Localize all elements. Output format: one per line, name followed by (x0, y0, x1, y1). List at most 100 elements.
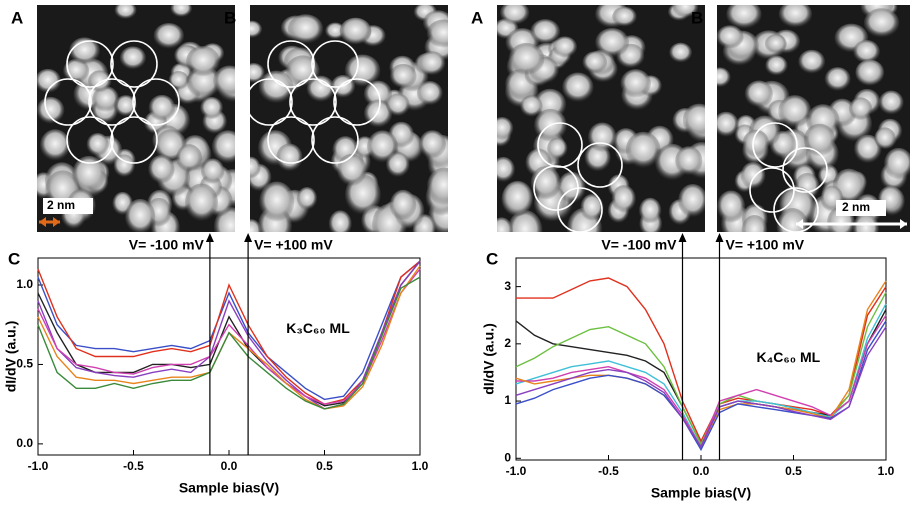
stm-feature (883, 147, 910, 180)
stm-feature (638, 197, 662, 224)
stm-feature (259, 181, 295, 222)
stm-feature (530, 19, 561, 45)
stm-feature (386, 93, 410, 117)
x-tick-label: -0.5 (598, 464, 619, 478)
stm-feature (562, 72, 594, 103)
stm-feature (520, 95, 543, 118)
stm-feature (113, 154, 135, 178)
stm-image (497, 5, 705, 232)
stm-feature (878, 90, 904, 115)
stm-feature (717, 67, 731, 88)
marker-arrowhead (244, 233, 253, 242)
x-tick-label: 0.0 (221, 459, 238, 473)
y-axis-label: dI/dV (a.u.) (3, 321, 19, 393)
stm-feature (765, 55, 788, 76)
site-circle (88, 78, 136, 126)
stm-feature (778, 95, 812, 128)
stm-feature (418, 130, 446, 159)
stm-content (37, 5, 235, 232)
x-tick-label: -1.0 (506, 464, 527, 478)
site-circle (66, 116, 114, 164)
stm-feature (418, 51, 446, 76)
marker-label: V= +100 mV (726, 237, 805, 253)
stm-feature (552, 36, 578, 58)
stm-feature (497, 117, 514, 141)
marker-arrowhead (715, 233, 724, 242)
spectrum-line (515, 280, 887, 449)
image-label: B (691, 8, 703, 27)
site-circle (44, 78, 92, 126)
stm-feature (672, 5, 699, 18)
stm-feature (200, 96, 223, 120)
site-circle (267, 40, 315, 88)
site-circle (110, 40, 158, 88)
spectrum-line (37, 276, 421, 410)
stm-feature (717, 25, 744, 49)
y-tick-label: 1.0 (16, 277, 33, 291)
stm-feature (276, 143, 303, 172)
stm-feature (148, 94, 176, 122)
stm-feature (250, 62, 265, 84)
spectrum-line (515, 320, 887, 452)
marker-arrowhead (205, 233, 214, 242)
stm-feature (625, 131, 661, 169)
stm-feature (717, 111, 739, 138)
stm-feature (250, 156, 261, 179)
panel-label: C (8, 249, 20, 268)
y-tick-label: 0.5 (16, 357, 33, 371)
spectrum-line (37, 268, 421, 405)
stm-feature (499, 5, 530, 26)
site-circle (577, 142, 623, 188)
scale-arrow (39, 217, 60, 227)
stm-feature (497, 217, 513, 232)
stm-feature (367, 130, 398, 163)
stm-feature (153, 22, 185, 50)
stm-feature (502, 180, 534, 217)
stm-feature (726, 5, 762, 30)
stm-feature (426, 19, 448, 48)
y-axis-label: dI/dV (a.u.) (481, 323, 497, 395)
stm-feature (389, 63, 417, 89)
site-circle (333, 78, 381, 126)
spectrum-line (515, 303, 887, 449)
stm-feature (852, 213, 879, 232)
stm-feature (92, 86, 120, 113)
site-circle (557, 187, 603, 233)
stm-feature (580, 194, 604, 221)
stm-feature (184, 183, 219, 222)
stm-feature (853, 39, 880, 64)
scale-bar-label: 2 nm (842, 200, 870, 214)
stm-content (497, 5, 705, 232)
stm-feature (682, 103, 705, 137)
stm-feature (595, 27, 630, 58)
spectrum-line (515, 291, 887, 446)
stm-content (250, 5, 448, 232)
site-circle (311, 116, 359, 164)
y-tick-label: 1 (504, 393, 511, 407)
y-tick-label: 3 (504, 279, 511, 293)
spectrum-line (37, 260, 421, 410)
image-label: B (224, 8, 236, 27)
marker-arrowhead (678, 233, 687, 242)
stm-feature (611, 185, 636, 213)
x-tick-label: 1.0 (878, 464, 895, 478)
x-axis-label: Sample bias(V) (179, 480, 279, 496)
y-tick-label: 0 (504, 450, 511, 464)
stm-feature (72, 155, 106, 193)
stm-feature (186, 46, 220, 77)
site-circle (773, 187, 819, 233)
stm-feature (855, 59, 884, 86)
site-circle (66, 40, 114, 88)
stm-feature (296, 187, 318, 211)
annotation: K₄C₆₀ ML (757, 349, 821, 365)
stm-feature (337, 153, 367, 187)
stm-feature (678, 183, 705, 218)
stm-feature (250, 20, 263, 39)
stm-feature (114, 95, 137, 117)
stm-feature (764, 34, 787, 54)
marker-label: V= -100 mV (129, 237, 205, 253)
stm-feature (200, 158, 225, 184)
site-circle (132, 78, 180, 126)
stm-feature (37, 68, 62, 94)
